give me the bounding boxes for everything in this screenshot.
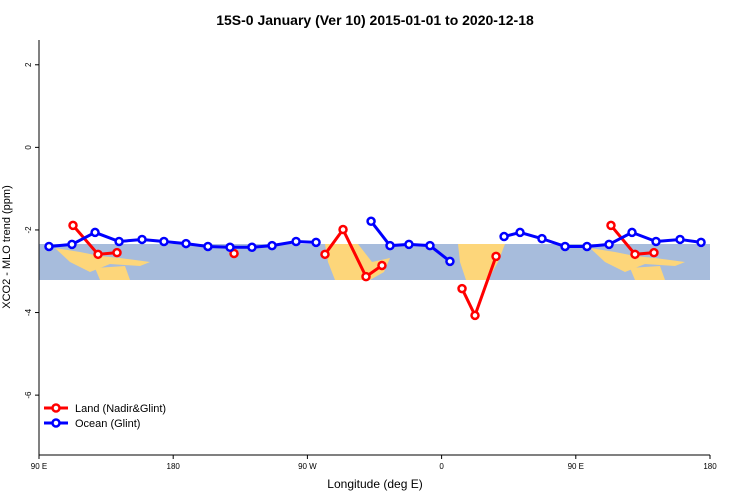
land-shape	[630, 266, 665, 280]
map-strip	[39, 244, 710, 280]
point	[457, 283, 467, 294]
point	[181, 238, 191, 249]
y-tick-label: 0	[24, 145, 33, 150]
point	[627, 227, 637, 238]
y-tick-label: 2	[24, 62, 33, 67]
x-tick-label: 180	[703, 462, 717, 471]
point	[582, 241, 592, 252]
point	[651, 236, 661, 247]
point	[225, 242, 235, 253]
legend-label: Ocean (Glint)	[75, 418, 140, 430]
point	[445, 256, 455, 267]
point	[311, 237, 321, 248]
point	[696, 237, 706, 248]
legend-swatch-point	[51, 403, 61, 413]
point	[606, 220, 616, 231]
point	[675, 234, 685, 245]
x-tick-label: 90 W	[298, 462, 317, 471]
legend-label: Land (Nadir&Glint)	[75, 403, 166, 415]
point	[267, 240, 277, 251]
x-tick-label: 0	[439, 462, 444, 471]
land-shape	[55, 248, 150, 272]
point	[67, 239, 77, 250]
y-tick-label: -2	[24, 226, 33, 234]
point	[291, 236, 301, 247]
x-axis-label: Longitude (deg E)	[327, 477, 422, 491]
legend-swatch-point	[51, 418, 61, 428]
point	[338, 224, 348, 235]
point	[560, 241, 570, 252]
point	[491, 251, 501, 262]
x-tick-label: 90 E	[31, 462, 47, 471]
point	[425, 240, 435, 251]
point	[361, 271, 371, 282]
point	[137, 234, 147, 245]
point	[604, 239, 614, 250]
point	[366, 216, 376, 227]
point	[320, 249, 330, 260]
point	[385, 240, 395, 251]
point	[247, 242, 257, 253]
point	[470, 310, 480, 321]
point	[377, 260, 387, 271]
point	[537, 233, 547, 244]
point	[90, 227, 100, 238]
chart-title: 15S-0 January (Ver 10) 2015-01-01 to 202…	[216, 12, 534, 28]
land-shape	[95, 266, 130, 280]
land-shape	[590, 248, 685, 272]
point	[229, 248, 239, 259]
point	[93, 249, 103, 260]
point	[203, 241, 213, 252]
point	[68, 220, 78, 231]
point	[499, 231, 509, 242]
point	[114, 236, 124, 247]
point	[112, 247, 122, 258]
point	[630, 249, 640, 260]
y-tick-label: -6	[24, 391, 33, 399]
point	[404, 239, 414, 250]
point	[44, 241, 54, 252]
y-tick-label: -4	[24, 308, 33, 316]
point	[159, 236, 169, 247]
point	[649, 247, 659, 258]
x-tick-label: 90 E	[568, 462, 584, 471]
y-axis-label: XCO2 - MLO trend (ppm)	[1, 185, 13, 308]
x-tick-label: 180	[167, 462, 181, 471]
point	[515, 227, 525, 238]
